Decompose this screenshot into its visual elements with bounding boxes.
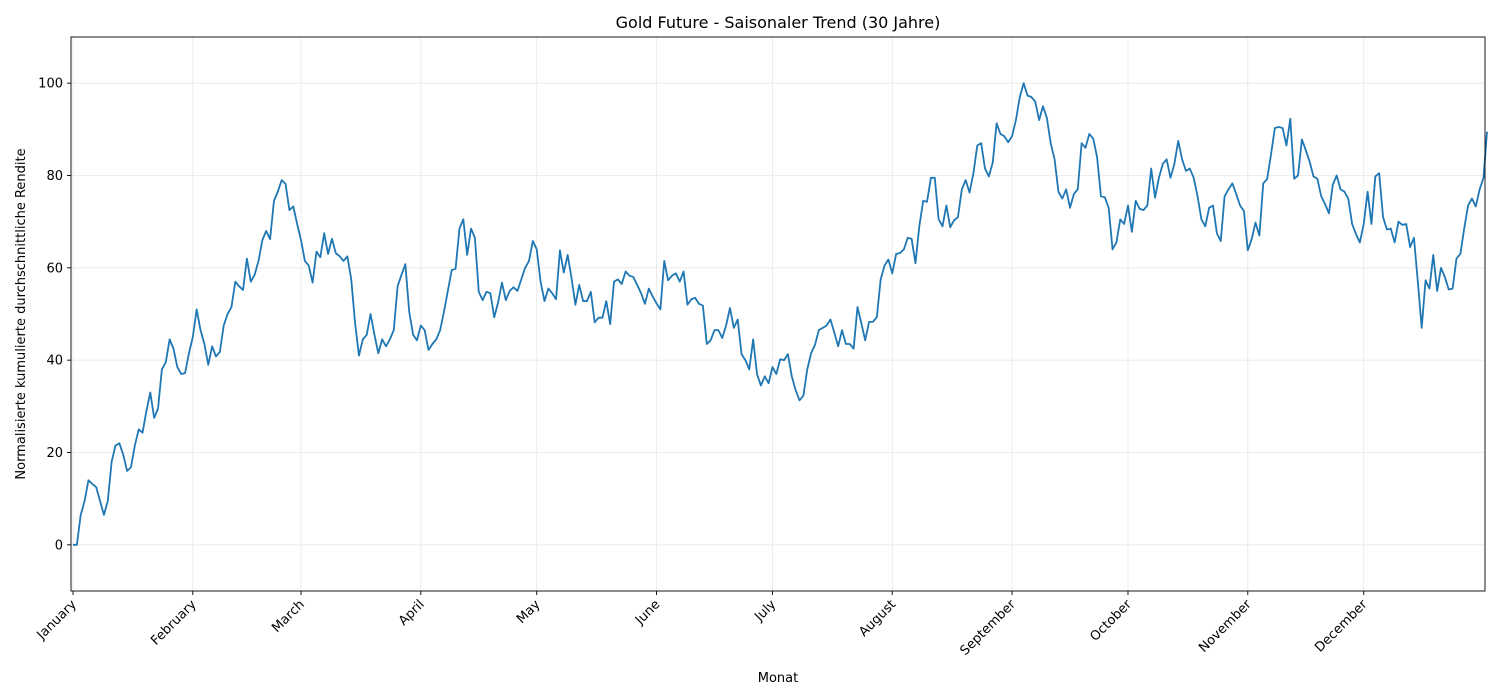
x-axis-label: Monat (758, 671, 798, 686)
y-tick-label: 60 (46, 261, 63, 276)
y-tick-label: 100 (38, 77, 63, 92)
y-tick-label: 0 (55, 538, 63, 553)
y-axis: 0 20 40 60 80 100 (38, 77, 71, 553)
x-tick-label: May (514, 597, 544, 627)
y-tick-label: 20 (46, 446, 63, 461)
plot-frame (70, 36, 1486, 592)
x-tick-label: October (1087, 597, 1135, 645)
x-tick-label: February (148, 597, 200, 649)
x-tick-label: June (632, 597, 663, 628)
x-tick-label: September (957, 597, 1019, 659)
y-tick-label: 40 (46, 354, 63, 369)
x-tick-label: July (751, 597, 779, 625)
chart-title: Gold Future - Saisonaler Trend (30 Jahre… (616, 13, 941, 32)
x-tick-label: January (34, 597, 80, 643)
x-axis: January February March April May June July Augu… (34, 591, 1371, 659)
series-layer (73, 82, 1488, 546)
series-line-1 (73, 82, 1488, 546)
x-tick-label: March (269, 597, 308, 636)
x-tick-label: December (1312, 597, 1371, 656)
y-tick-label: 80 (46, 169, 63, 184)
x-tick-label: November (1196, 597, 1255, 656)
x-tick-label: April (396, 597, 428, 629)
y-axis-label: Normalisierte kumulierte durchschnittlic… (14, 148, 29, 479)
x-tick-label: August (856, 597, 899, 640)
grid-layer (71, 37, 1485, 591)
